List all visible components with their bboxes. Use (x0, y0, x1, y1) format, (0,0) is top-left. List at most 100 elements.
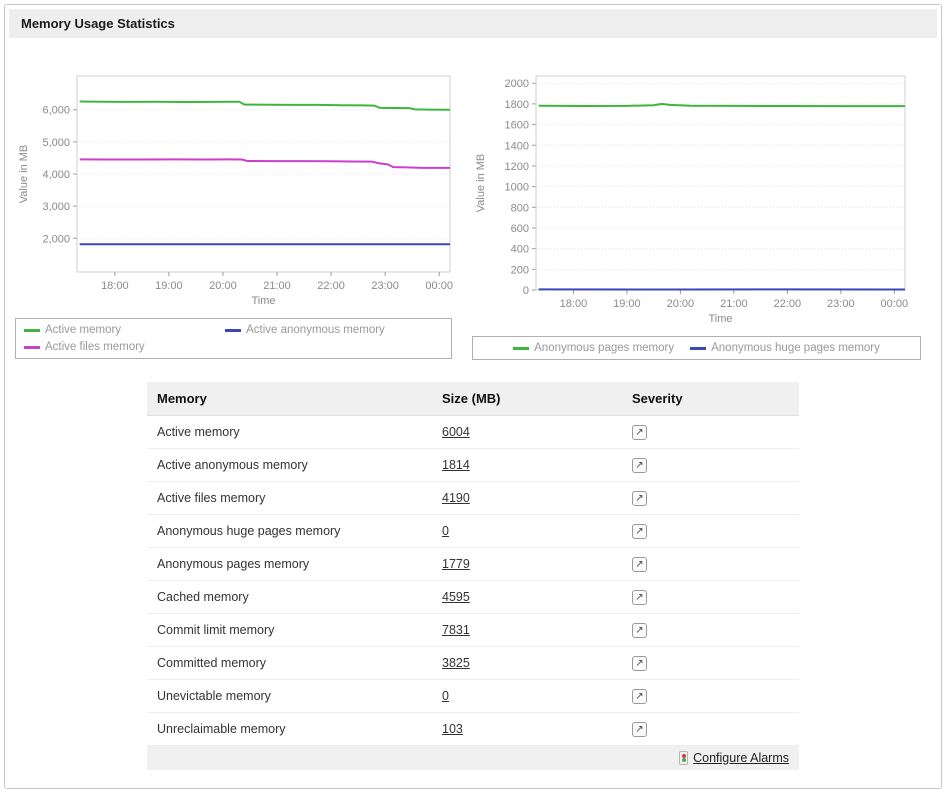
legend-line-swatch (24, 328, 40, 332)
svg-text:21:00: 21:00 (720, 298, 748, 310)
size-cell: 1814 (432, 448, 622, 482)
severity-arrow-icon[interactable] (632, 557, 647, 572)
active-memory-chart-legend: Active memory Active anonymous memory Acti… (15, 318, 452, 359)
size-link[interactable]: 0 (442, 524, 449, 538)
memory-table-header: Memory Size (MB) Severity (147, 382, 799, 416)
svg-text:23:00: 23:00 (827, 298, 855, 310)
anonymous-memory-line-chart: 0 200 400 600 800 1000 1200 1400 1600 1800 2000 18:… (475, 75, 909, 325)
size-cell: 103 (432, 712, 622, 746)
svg-text:1800: 1800 (505, 99, 529, 111)
severity-arrow-icon[interactable] (632, 590, 647, 605)
legend-item: Anonymous huge pages memory (690, 342, 880, 354)
header-memory: Memory (147, 382, 432, 416)
memory-name-cell: Unreclaimable memory (147, 712, 432, 746)
severity-arrow-icon[interactable] (632, 656, 647, 671)
memory-name-cell: Active memory (147, 415, 432, 449)
svg-text:Value in MB: Value in MB (18, 145, 30, 204)
active-memory-line-chart: 2,000 3,000 4,000 5,000 6,000 18:00 19:00 20:00… (18, 75, 453, 307)
svg-text:00:00: 00:00 (425, 280, 453, 292)
svg-text:1200: 1200 (505, 161, 529, 173)
size-link[interactable]: 6004 (442, 425, 470, 439)
anonymous-memory-chart-block: 0 200 400 600 800 1000 1200 1400 1600 1800 2000 18:… (472, 68, 927, 360)
legend-item: Anonymous pages memory (513, 342, 674, 354)
size-link[interactable]: 3825 (442, 656, 470, 670)
severity-cell (622, 481, 799, 515)
page-title: Memory Usage Statistics (21, 16, 175, 31)
severity-cell (622, 679, 799, 713)
legend-item: Active anonymous memory (225, 324, 426, 336)
severity-cell (622, 613, 799, 647)
severity-cell (622, 514, 799, 548)
active-memory-chart-block: 2,000 3,000 4,000 5,000 6,000 18:00 19:00 20:00… (15, 68, 462, 359)
memory-name-cell: Commit limit memory (147, 613, 432, 647)
size-link[interactable]: 0 (442, 689, 449, 703)
severity-cell (622, 646, 799, 680)
table-row: Cached memory 4595 (147, 580, 799, 614)
table-row: Unevictable memory 0 (147, 679, 799, 713)
alarm-traffic-light-icon (679, 751, 689, 765)
svg-text:1400: 1400 (505, 140, 529, 152)
svg-text:18:00: 18:00 (560, 298, 588, 310)
severity-cell (622, 448, 799, 482)
size-link[interactable]: 4595 (442, 590, 470, 604)
severity-arrow-icon[interactable] (632, 524, 647, 539)
table-row: Anonymous huge pages memory 0 (147, 514, 799, 548)
configure-alarms-link[interactable]: Configure Alarms (693, 751, 789, 765)
svg-text:22:00: 22:00 (317, 280, 345, 292)
svg-text:1000: 1000 (505, 182, 529, 194)
severity-arrow-icon[interactable] (632, 689, 647, 704)
memory-name-cell: Active files memory (147, 481, 432, 515)
severity-cell (622, 712, 799, 746)
memory-name-cell: Anonymous pages memory (147, 547, 432, 581)
panel-header: Memory Usage Statistics (9, 9, 937, 38)
anonymous-memory-chart-legend: Anonymous pages memory Anonymous huge pag… (472, 336, 921, 360)
svg-text:800: 800 (511, 202, 529, 214)
legend-line-swatch (24, 345, 40, 349)
svg-text:4,000: 4,000 (42, 169, 70, 181)
svg-text:23:00: 23:00 (371, 280, 399, 292)
svg-text:18:00: 18:00 (101, 280, 129, 292)
svg-text:00:00: 00:00 (881, 298, 909, 310)
severity-arrow-icon[interactable] (632, 722, 647, 737)
size-link[interactable]: 103 (442, 722, 463, 736)
size-link[interactable]: 4190 (442, 491, 470, 505)
svg-text:21:00: 21:00 (263, 280, 291, 292)
svg-text:1600: 1600 (505, 120, 529, 132)
memory-name-cell: Active anonymous memory (147, 448, 432, 482)
memory-name-cell: Anonymous huge pages memory (147, 514, 432, 548)
severity-cell (622, 415, 799, 449)
svg-text:20:00: 20:00 (209, 280, 237, 292)
size-cell: 3825 (432, 646, 622, 680)
size-link[interactable]: 1779 (442, 557, 470, 571)
svg-text:200: 200 (511, 264, 529, 276)
svg-text:Value in MB: Value in MB (475, 154, 487, 213)
size-cell: 6004 (432, 415, 622, 449)
severity-arrow-icon[interactable] (632, 425, 647, 440)
svg-text:6,000: 6,000 (42, 105, 70, 117)
table-row: Committed memory 3825 (147, 646, 799, 680)
legend-label: Anonymous huge pages memory (711, 342, 880, 354)
severity-arrow-icon[interactable] (632, 491, 647, 506)
memory-name-cell: Cached memory (147, 580, 432, 614)
charts-row: 2,000 3,000 4,000 5,000 6,000 18:00 19:00 20:00… (5, 42, 941, 360)
svg-text:22:00: 22:00 (774, 298, 802, 310)
size-cell: 4595 (432, 580, 622, 614)
memory-usage-panel: Memory Usage Statistics 2,000 3,000 4,000 5… (4, 4, 942, 789)
severity-arrow-icon[interactable] (632, 458, 647, 473)
severity-cell (622, 580, 799, 614)
memory-table-body: Active memory 6004 Active anonymous memory… (147, 415, 799, 746)
size-cell: 1779 (432, 547, 622, 581)
size-cell: 4190 (432, 481, 622, 515)
memory-name-cell: Committed memory (147, 646, 432, 680)
size-link[interactable]: 1814 (442, 458, 470, 472)
svg-text:0: 0 (523, 285, 529, 297)
svg-text:600: 600 (511, 223, 529, 235)
svg-text:5,000: 5,000 (42, 137, 70, 149)
table-row: Commit limit memory 7831 (147, 613, 799, 647)
severity-arrow-icon[interactable] (632, 623, 647, 638)
svg-text:2,000: 2,000 (42, 233, 70, 245)
size-link[interactable]: 7831 (442, 623, 470, 637)
memory-table-footer: Configure Alarms (147, 745, 799, 770)
legend-label: Active memory (45, 324, 122, 336)
svg-text:2000: 2000 (505, 78, 529, 90)
